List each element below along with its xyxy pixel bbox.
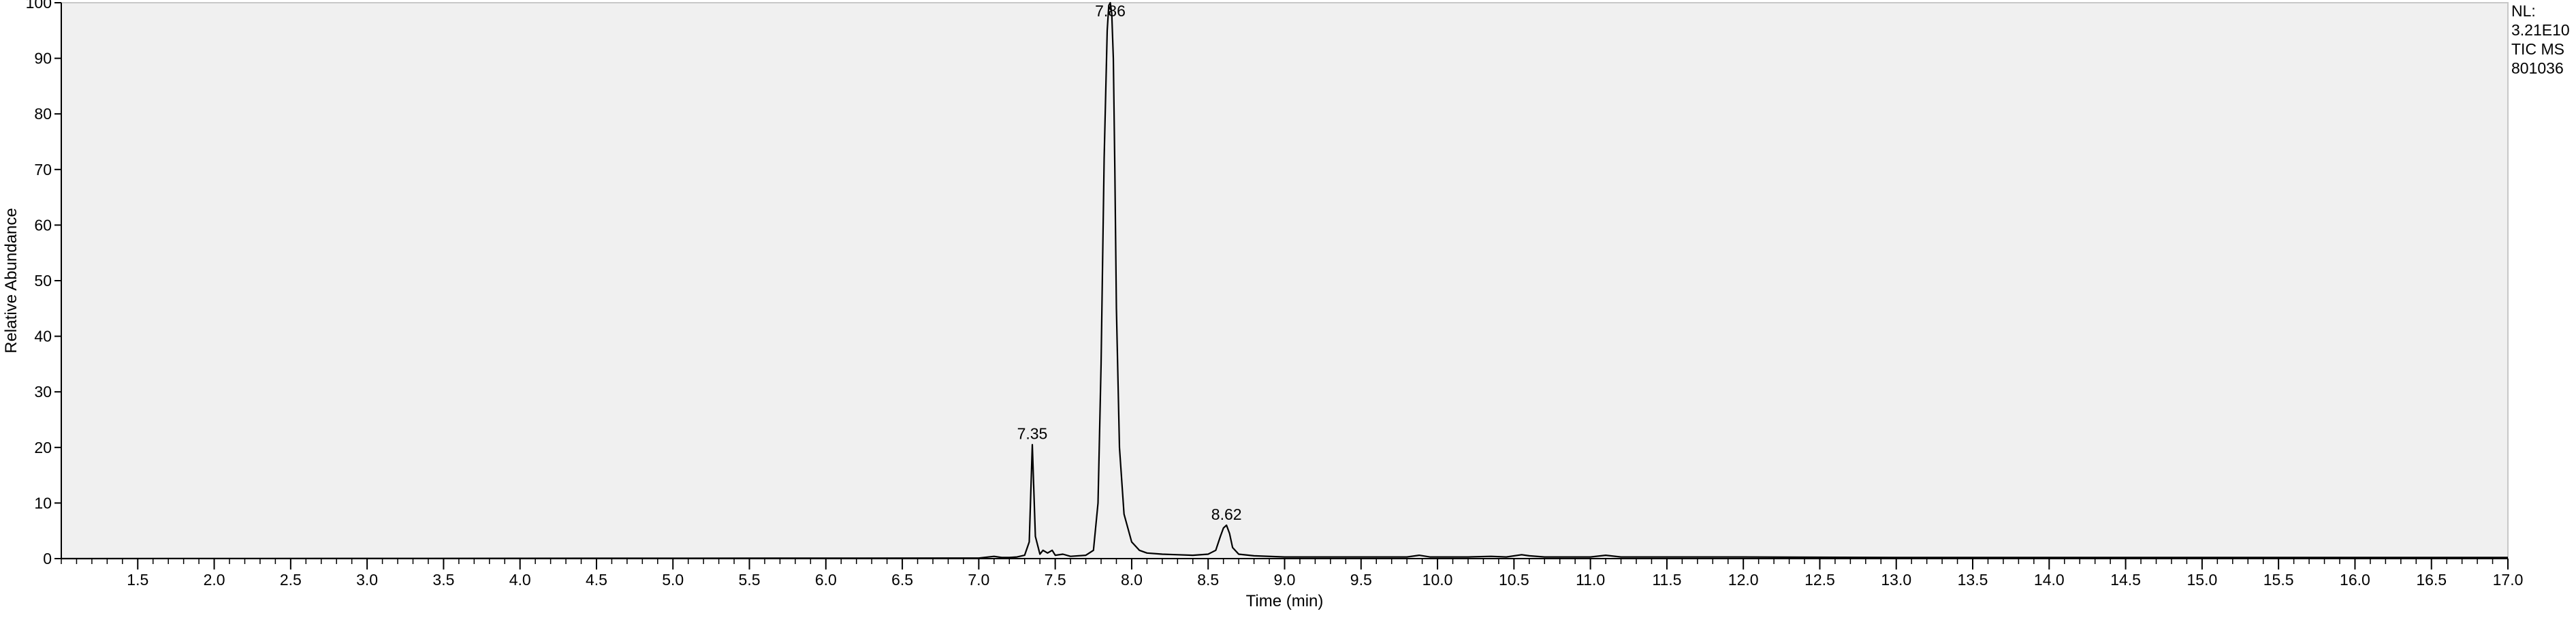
x-tick-label: 4.5 — [586, 571, 607, 589]
y-tick-label: 30 — [34, 383, 52, 401]
y-tick-label: 80 — [34, 105, 52, 123]
x-tick-label: 12.0 — [1728, 571, 1759, 589]
x-tick-label: 14.5 — [2110, 571, 2141, 589]
x-tick-label: 16.5 — [2416, 571, 2447, 589]
plot-area — [61, 2, 2509, 559]
x-tick-label: 17.0 — [2493, 571, 2524, 589]
x-tick-label: 13.0 — [1881, 571, 1911, 589]
x-axis-title: Time (min) — [1246, 592, 1324, 610]
x-tick-label: 9.5 — [1350, 571, 1372, 589]
x-tick-label: 5.5 — [739, 571, 761, 589]
x-tick-label: 3.0 — [356, 571, 378, 589]
x-tick-label: 6.5 — [891, 571, 913, 589]
y-tick-label: 40 — [34, 328, 52, 345]
y-axis-title: Relative Abundance — [2, 208, 20, 354]
x-tick-label: 7.5 — [1045, 571, 1066, 589]
x-tick-label: 2.5 — [280, 571, 302, 589]
sample-id: 801036 — [2511, 59, 2564, 77]
trace-type: TIC MS — [2511, 40, 2564, 58]
x-tick-label: 6.0 — [815, 571, 837, 589]
x-tick-label: 14.0 — [2034, 571, 2065, 589]
x-tick-label: 15.0 — [2187, 571, 2217, 589]
x-tick-label: 5.0 — [662, 571, 684, 589]
x-tick-label: 15.5 — [2263, 571, 2294, 589]
x-tick-label: 16.0 — [2340, 571, 2370, 589]
x-tick-label: 10.5 — [1499, 571, 1529, 589]
x-tick-label: 1.5 — [127, 571, 148, 589]
nl-value: 3.21E10 — [2511, 21, 2570, 39]
x-tick-label: 3.5 — [432, 571, 454, 589]
peak-label: 7.35 — [1017, 425, 1048, 443]
info-box: NL: 3.21E10 TIC MS 801036 — [2511, 1, 2574, 78]
peak-label: 8.62 — [1211, 505, 1242, 523]
x-tick-label: 8.5 — [1197, 571, 1219, 589]
x-tick-label: 11.5 — [1652, 571, 1681, 589]
x-tick-label: 9.0 — [1274, 571, 1296, 589]
y-tick-label: 20 — [34, 439, 52, 456]
x-tick-label: 8.0 — [1121, 571, 1143, 589]
y-tick-label: 100 — [26, 0, 52, 12]
peak-label: 7.86 — [1095, 2, 1126, 20]
y-tick-label: 10 — [34, 494, 52, 512]
x-tick-label: 10.0 — [1422, 571, 1453, 589]
y-tick-label: 60 — [34, 216, 52, 234]
x-tick-label: 12.5 — [1804, 571, 1835, 589]
x-tick-label: 4.0 — [509, 571, 531, 589]
nl-label: NL: — [2511, 2, 2536, 20]
y-tick-label: 70 — [34, 161, 52, 178]
x-tick-label: 7.0 — [968, 571, 989, 589]
x-tick-label: 2.0 — [204, 571, 225, 589]
tic-trace — [61, 1, 2508, 560]
y-tick-label: 90 — [34, 50, 52, 67]
x-tick-label: 11.0 — [1576, 571, 1605, 589]
x-tick-label: 13.5 — [1958, 571, 1988, 589]
y-tick-label: 50 — [34, 272, 52, 290]
y-tick-label: 0 — [43, 550, 52, 567]
